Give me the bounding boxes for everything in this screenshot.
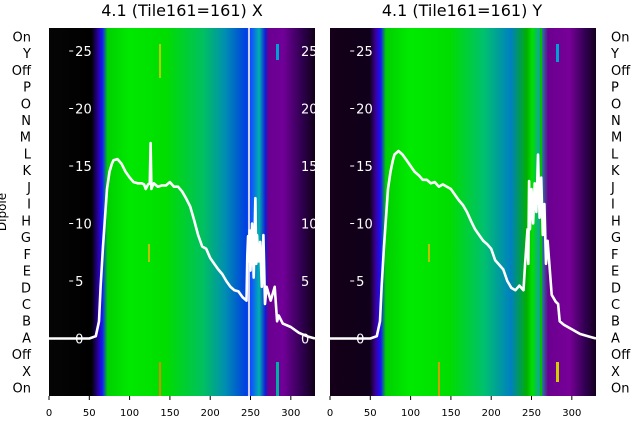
dipole-label: G — [21, 231, 31, 246]
heatmap-spot — [276, 362, 279, 396]
overlay-y-tick-label: 5 — [301, 275, 309, 290]
overlay-y-tick-label: 25 — [356, 45, 373, 60]
dipole-label: C — [611, 298, 620, 313]
heatmap-spot — [428, 244, 430, 262]
dipole-label: On — [13, 30, 31, 45]
x-tick-label: 150 — [441, 408, 460, 419]
overlay-y-tick-label: 10 — [356, 218, 373, 233]
dipole-label: Y — [22, 47, 31, 62]
dipole-label: K — [22, 164, 31, 179]
heatmap-spot — [148, 244, 150, 262]
dipole-label: On — [611, 30, 629, 45]
overlay-y-tick-label: 0 — [75, 333, 83, 348]
x-tick-label: 50 — [83, 408, 96, 419]
x-tick-label: 200 — [201, 408, 220, 419]
dipole-label: D — [21, 281, 31, 296]
heatmap-y — [330, 28, 596, 396]
dipole-label: N — [611, 114, 621, 129]
dipole-label: L — [611, 147, 619, 162]
x-tick-label: 100 — [401, 408, 420, 419]
dipole-label: M — [20, 131, 31, 146]
dipole-label: O — [21, 97, 31, 112]
heatmap-streak — [248, 28, 250, 396]
overlay-y-tick-label: 10 — [301, 218, 318, 233]
overlay-y-tick-label: 10 — [75, 218, 92, 233]
overlay-y-tick-label: 5 — [75, 275, 83, 290]
dipole-label: I — [27, 198, 31, 213]
dipole-label: H — [611, 214, 621, 229]
overlay-y-tick-label: 15 — [301, 160, 318, 175]
x-tick-label: 150 — [160, 408, 179, 419]
dipole-label: E — [23, 265, 31, 280]
dipole-label: F — [611, 248, 618, 263]
x-tick-label: 0 — [46, 408, 52, 419]
chart-title-y: 4.1 (Tile161=161) Y — [382, 1, 543, 20]
overlay-y-tick-label: 20 — [301, 103, 318, 118]
y-axis-label: Dipole — [0, 193, 9, 231]
overlay-y-tick-label: 20 — [356, 103, 373, 118]
x-tick-label: 250 — [241, 408, 260, 419]
dipole-label: E — [611, 265, 619, 280]
dipole-label: P — [23, 81, 31, 96]
dipole-label: D — [611, 281, 621, 296]
dipole-label: C — [22, 298, 31, 313]
dipole-label: H — [21, 214, 31, 229]
heatmap-spot — [159, 362, 161, 396]
heatmap-spot — [159, 44, 161, 78]
chart-title-x: 4.1 (Tile161=161) X — [101, 1, 263, 20]
x-tick-label: 250 — [522, 408, 541, 419]
heatmap-spot — [556, 362, 559, 382]
dipole-label: F — [24, 248, 31, 263]
dipole-label: Off — [611, 64, 631, 79]
dipole-label: On — [611, 382, 629, 397]
dipole-label: A — [22, 331, 31, 346]
dipole-label: P — [611, 81, 619, 96]
dipole-label: G — [611, 231, 621, 246]
dipole-label: Off — [12, 64, 32, 79]
dipole-label: X — [22, 365, 31, 380]
overlay-y-tick-label: 0 — [356, 333, 364, 348]
dipole-label: On — [13, 382, 31, 397]
overlay-y-tick-label: 25 — [75, 45, 92, 60]
dipole-label: O — [611, 97, 621, 112]
heatmap-spot — [438, 362, 440, 396]
power-line — [330, 149, 597, 340]
overlay-y-tick-label: 15 — [356, 160, 373, 175]
overlay-y-tick-label: 25 — [301, 45, 318, 60]
power-line — [49, 141, 316, 340]
overlay-y-tick-label: 0 — [301, 333, 309, 348]
x-tick-label: 50 — [364, 408, 377, 419]
dipole-label: A — [611, 331, 620, 346]
heatmap-spot — [276, 44, 279, 60]
dipole-label: Off — [12, 348, 32, 363]
heatmap-streak — [265, 28, 267, 396]
heatmap-x — [49, 28, 315, 396]
dipole-label: Y — [610, 47, 619, 62]
dipole-label: M — [611, 131, 622, 146]
dipole-label: B — [22, 315, 31, 330]
overlay-y-tick-label: 20 — [75, 103, 92, 118]
dipole-label: K — [611, 164, 620, 179]
dipole-label: N — [21, 114, 31, 129]
x-tick-label: 300 — [562, 408, 581, 419]
x-tick-label: 100 — [120, 408, 139, 419]
dipole-label: L — [24, 147, 32, 162]
x-tick-label: 200 — [482, 408, 501, 419]
dipole-label: B — [611, 315, 620, 330]
overlay-y-tick-label: 5 — [356, 275, 364, 290]
dipole-label: Off — [611, 348, 631, 363]
x-tick-label: 0 — [327, 408, 333, 419]
dipole-label: J — [26, 181, 31, 196]
dipole-label: X — [611, 365, 620, 380]
overlay-y-tick-label: 15 — [75, 160, 92, 175]
dipole-label: J — [610, 181, 615, 196]
heatmap-spot — [556, 44, 559, 62]
x-tick-label: 300 — [281, 408, 300, 419]
dipole-label: I — [611, 198, 615, 213]
